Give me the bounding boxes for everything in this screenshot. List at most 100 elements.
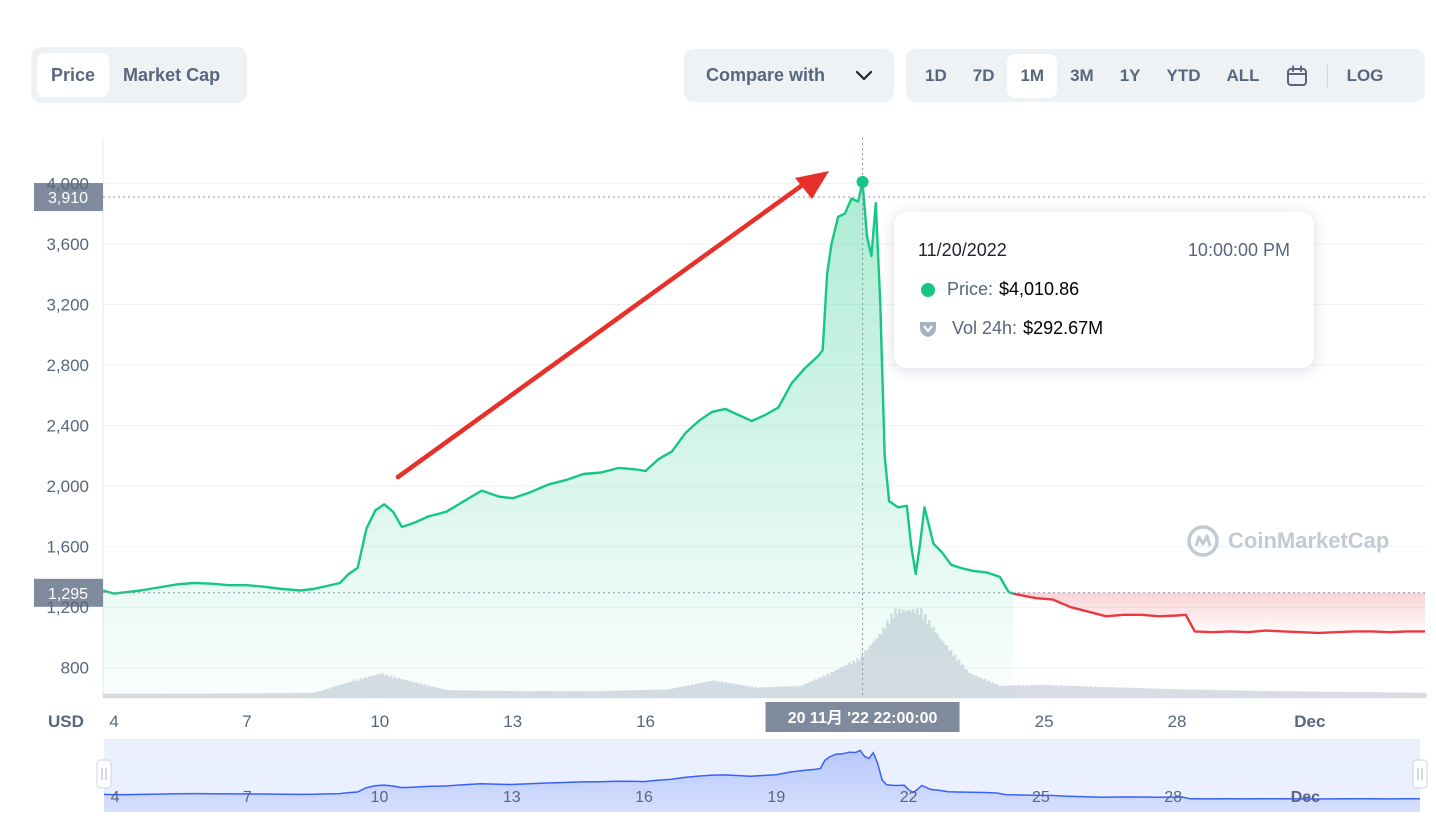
- volume-bar: [194, 693, 198, 698]
- volume-bar: [1081, 686, 1084, 698]
- calendar-button[interactable]: [1273, 54, 1321, 98]
- volume-bar: [1137, 688, 1140, 698]
- volume-bar: [397, 677, 401, 698]
- volume-bar: [104, 693, 108, 698]
- volume-bar: [509, 690, 512, 698]
- volume-bar: [545, 691, 548, 698]
- tooltip-price-label: Price:: [947, 279, 994, 299]
- volume-bar: [581, 690, 584, 698]
- volume-bar: [401, 679, 405, 698]
- volume-bar: [314, 692, 317, 698]
- volume-bar: [419, 683, 423, 698]
- log-toggle[interactable]: LOG: [1346, 65, 1384, 85]
- volume-bar: [1179, 689, 1182, 698]
- volume-bar: [1292, 691, 1296, 698]
- volume-bar: [669, 688, 672, 698]
- volume-bar: [1165, 688, 1168, 698]
- x-tick-label: 7: [242, 712, 251, 731]
- volume-bar: [884, 629, 887, 698]
- volume-bar: [726, 683, 730, 698]
- volume-bar: [1412, 692, 1415, 698]
- range-navigator[interactable]: 4 7 10 13 16 19 22 25 28 Dec: [96, 739, 1428, 812]
- volume-bar: [1284, 691, 1288, 698]
- volume-bar: [577, 690, 580, 698]
- volume-bar: [208, 693, 212, 698]
- volume-bar: [252, 693, 255, 698]
- navigator-handle-left[interactable]: [96, 759, 112, 789]
- volume-bar: [1348, 691, 1352, 698]
- volume-bar: [1248, 691, 1252, 698]
- volume-bar: [531, 691, 534, 698]
- volume-bar: [700, 683, 704, 698]
- volume-bar: [854, 662, 857, 698]
- volume-bar: [176, 693, 180, 698]
- volume-bar: [888, 624, 891, 698]
- volume-bar: [312, 692, 315, 698]
- volume-bar: [370, 676, 373, 698]
- volume-bar: [593, 690, 596, 698]
- range-3m[interactable]: 3M: [1070, 65, 1094, 85]
- volume-bar: [1414, 692, 1417, 698]
- volume-bar: [696, 684, 700, 698]
- volume-bar: [579, 691, 582, 698]
- volume-bar: [816, 679, 819, 698]
- volume-bar: [595, 691, 598, 698]
- volume-bar: [1057, 686, 1061, 698]
- volume-bar: [975, 676, 979, 698]
- volume-bar: [1318, 691, 1322, 698]
- range-ytd[interactable]: YTD: [1166, 65, 1201, 85]
- volume-bar: [114, 693, 118, 698]
- volume-bar: [792, 685, 795, 698]
- range-all[interactable]: ALL: [1226, 65, 1260, 85]
- compare-dropdown[interactable]: Compare with: [684, 49, 894, 102]
- volume-bar: [842, 666, 845, 698]
- tab-price[interactable]: Price: [37, 53, 110, 97]
- volume-bar: [589, 690, 592, 698]
- volume-bar: [1041, 685, 1045, 698]
- range-1d[interactable]: 1D: [925, 65, 947, 85]
- volume-bar: [1083, 686, 1086, 698]
- volume-bar: [1240, 690, 1244, 698]
- volume-bar: [1217, 689, 1220, 698]
- volume-bar: [852, 660, 855, 698]
- volume-bar: [1304, 691, 1308, 698]
- tab-market-cap[interactable]: Market Cap: [123, 64, 221, 85]
- volume-bar: [1252, 691, 1256, 698]
- volume-bar: [1308, 691, 1312, 698]
- volume-bar: [1254, 690, 1258, 698]
- volume-bar: [651, 690, 654, 698]
- volume-bar: [1223, 690, 1226, 698]
- y-tick-label: 2,800: [46, 356, 89, 375]
- range-1y[interactable]: 1Y: [1119, 65, 1141, 85]
- volume-bar: [563, 690, 566, 698]
- volume-bar: [1296, 691, 1300, 698]
- range-7d[interactable]: 7D: [972, 65, 995, 85]
- volume-bar: [993, 684, 997, 698]
- volume-bar: [834, 669, 837, 698]
- navigator-handle-right[interactable]: [1412, 759, 1428, 789]
- navigator-tick-label: 28: [1164, 789, 1182, 806]
- volume-bar: [667, 689, 670, 698]
- y-tick-label: 3,600: [46, 235, 89, 254]
- volume-bar: [1147, 688, 1150, 698]
- volume-bar: [830, 671, 833, 698]
- range-1m[interactable]: 1M: [1007, 53, 1058, 98]
- volume-bar: [497, 691, 501, 698]
- volume-bar: [744, 685, 748, 698]
- volume-bar: [364, 677, 367, 698]
- volume-bar: [200, 693, 204, 698]
- volume-bar: [1191, 689, 1194, 698]
- volume-bar: [659, 690, 662, 698]
- volume-bar: [575, 691, 578, 698]
- tooltip-volume-value: $292.67M: [1023, 318, 1104, 338]
- tooltip-price-value: $4,010.86: [999, 279, 1080, 299]
- volume-bar: [1045, 685, 1049, 698]
- volume-bar: [1077, 686, 1080, 698]
- volume-bar: [1340, 691, 1344, 698]
- volume-bar: [459, 690, 463, 698]
- volume-bar: [967, 672, 971, 698]
- volume-bar: [1402, 692, 1405, 698]
- volume-bar: [940, 639, 943, 698]
- volume-bar: [995, 683, 999, 698]
